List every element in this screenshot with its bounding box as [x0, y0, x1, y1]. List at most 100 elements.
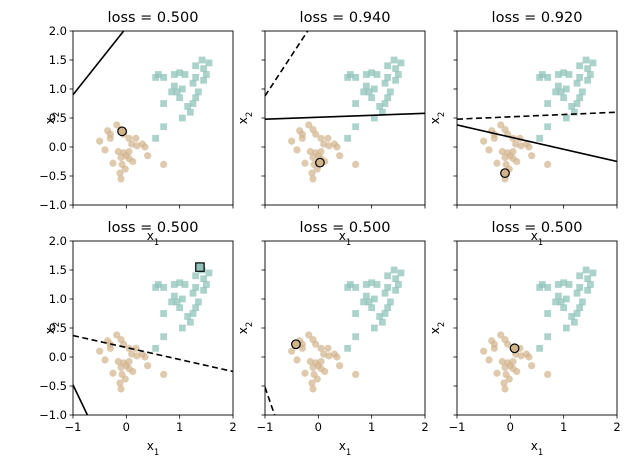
- data-point-class1: [160, 100, 168, 107]
- data-point-class0: [125, 148, 133, 156]
- data-point-class1: [192, 284, 200, 291]
- x-axis-label-base: x: [147, 229, 154, 243]
- data-point-class1: [536, 344, 544, 352]
- data-point-class0: [125, 358, 133, 366]
- subplot-title: loss = 0.500: [300, 220, 391, 236]
- x-tick-label: 2: [613, 420, 620, 434]
- data-point-class0: [301, 369, 309, 377]
- data-point-class1: [576, 304, 584, 312]
- y-axis-label-subscript: 2: [245, 322, 255, 327]
- y-tick-label: 1.5: [49, 263, 67, 277]
- data-point-class1: [370, 85, 378, 93]
- data-point-class1: [392, 286, 400, 294]
- x-tick-label: 1: [176, 420, 183, 434]
- y-axis-label-subscript: 2: [52, 322, 62, 327]
- y-axis-label-base: x: [236, 117, 250, 124]
- data-point-class1: [562, 324, 570, 332]
- data-point-class1: [352, 74, 360, 81]
- data-point-class1: [378, 318, 386, 326]
- data-point-class1: [362, 82, 370, 90]
- data-point-class1: [560, 279, 568, 287]
- data-point-class0: [288, 347, 296, 355]
- data-point-class1: [397, 59, 405, 67]
- data-point-class1: [584, 275, 592, 283]
- data-point-class1: [589, 59, 597, 67]
- data-point-class0: [298, 344, 306, 352]
- data-point-class1: [384, 62, 392, 70]
- y-tick-label: 0.5: [49, 321, 67, 335]
- data-point-class0: [117, 385, 125, 393]
- data-point-class0: [352, 370, 360, 378]
- data-point-class1: [562, 295, 570, 303]
- x-tick-label: −1: [257, 420, 274, 434]
- data-point-class1: [184, 313, 192, 320]
- data-point-class1: [365, 298, 373, 306]
- data-point-class0: [509, 148, 517, 156]
- data-point-class0: [109, 369, 117, 377]
- data-point-class0: [117, 175, 125, 183]
- data-point-class1: [344, 284, 352, 291]
- y-tick-label: −0.5: [39, 379, 67, 393]
- data-point-class0: [113, 331, 121, 339]
- data-point-class1: [181, 281, 189, 288]
- data-point-class0: [493, 369, 501, 377]
- data-point-class1: [392, 65, 400, 73]
- data-point-class1: [381, 79, 389, 87]
- data-point-class1: [352, 100, 360, 107]
- data-point-class0: [132, 134, 140, 142]
- y-axis-label: x2: [43, 112, 62, 125]
- data-point-class1: [386, 298, 394, 306]
- data-point-class0: [544, 160, 552, 168]
- data-point-class1: [168, 298, 176, 306]
- data-point-class1: [384, 304, 392, 312]
- data-point-class1: [384, 272, 392, 280]
- data-point-class1: [562, 85, 570, 93]
- y-axis-label-base: x: [236, 327, 250, 334]
- data-point-class1: [573, 310, 581, 317]
- data-point-class0: [106, 134, 114, 142]
- x-axis-label-base: x: [531, 439, 538, 453]
- data-point-class1: [173, 88, 181, 96]
- y-tick-label: 1.0: [49, 82, 67, 96]
- data-point-class0: [305, 331, 313, 339]
- data-point-class1: [576, 74, 584, 81]
- y-tick-label: −0.5: [39, 169, 67, 183]
- highlighted-point: [291, 339, 301, 350]
- data-point-class1: [584, 65, 592, 73]
- data-point-class1: [205, 269, 213, 277]
- data-point-class1: [384, 74, 392, 81]
- data-point-class1: [568, 313, 576, 320]
- data-point-class0: [305, 121, 313, 129]
- data-point-class1: [554, 281, 562, 288]
- x-axis-label: x1: [339, 439, 352, 458]
- y-axis-label-subscript: 2: [437, 322, 447, 327]
- plot-area: [73, 262, 233, 415]
- data-point-class0: [109, 159, 117, 167]
- data-point-class0: [513, 157, 521, 166]
- data-point-class1: [200, 286, 208, 294]
- data-point-class1: [381, 310, 389, 317]
- data-point-class0: [101, 356, 109, 364]
- data-point-class1: [552, 88, 560, 96]
- y-axis-label: x2: [428, 322, 447, 335]
- y-tick-label: 2.0: [49, 234, 67, 248]
- data-point-class1: [170, 281, 178, 288]
- data-point-class1: [586, 281, 594, 288]
- highlighted-point: [509, 343, 520, 354]
- data-point-class0: [525, 353, 533, 361]
- subplot-title: loss = 0.920: [492, 10, 583, 26]
- y-tick-label: −1.0: [39, 198, 67, 212]
- data-point-class0: [324, 344, 332, 352]
- data-point-class1: [368, 69, 376, 77]
- data-point-class1: [582, 266, 590, 274]
- x-axis-label-subscript: 1: [154, 238, 159, 248]
- data-point-class1: [394, 71, 402, 78]
- data-point-class1: [189, 100, 197, 107]
- data-point-class1: [568, 103, 576, 110]
- data-point-class0: [480, 137, 488, 145]
- data-point-class1: [384, 94, 392, 102]
- data-point-class1: [352, 123, 360, 131]
